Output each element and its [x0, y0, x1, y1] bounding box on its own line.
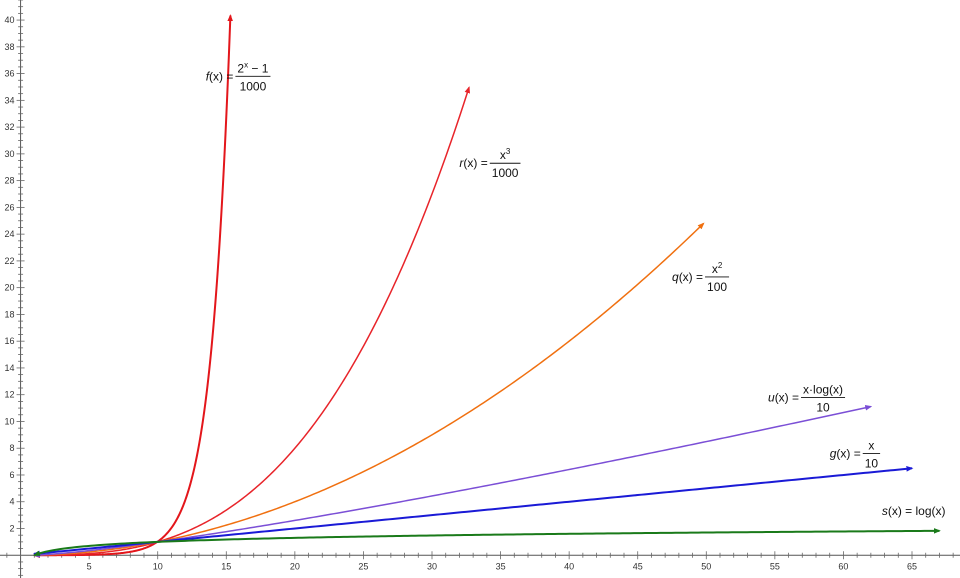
x-tick-label: 15 — [221, 561, 231, 571]
x-tick-label: 40 — [564, 561, 574, 571]
label-numerator: x2 — [712, 261, 723, 276]
label-numerator: 2x − 1 — [237, 60, 268, 75]
label-lhs: f(x) = — [206, 69, 234, 83]
label-s: s(x) = log(x) — [882, 504, 946, 518]
x-tick-label: 5 — [87, 561, 92, 571]
y-tick-label: 30 — [5, 149, 15, 159]
x-tick-label: 65 — [907, 561, 917, 571]
y-tick-label: 38 — [5, 42, 15, 52]
y-tick-label: 12 — [5, 390, 15, 400]
label-denominator: 1000 — [492, 166, 519, 180]
y-tick-label: 8 — [10, 443, 15, 453]
label-g: g(x) = x 10 — [830, 439, 881, 471]
label-numerator: x·log(x) — [803, 382, 843, 396]
label-lhs: q(x) = — [672, 270, 703, 284]
y-tick-label: 26 — [5, 202, 15, 212]
label-f: f(x) = 2x − 1 1000 — [206, 60, 271, 93]
label-lhs: u(x) = — [768, 390, 799, 404]
curve-f — [32, 14, 233, 559]
y-tick-label: 18 — [5, 309, 15, 319]
y-tick-label: 28 — [5, 176, 15, 186]
label-q: q(x) = x2 100 — [672, 261, 730, 294]
label-lhs: s(x) = log(x) — [882, 504, 946, 518]
label-denominator: 10 — [865, 457, 879, 471]
x-tick-label: 25 — [358, 561, 368, 571]
y-tick-label: 14 — [5, 363, 15, 373]
x-tick-labels: 5 10 15 20 25 30 35 40 45 50 55 60 65 — [87, 561, 917, 571]
y-tick-label: 6 — [10, 470, 15, 480]
curve-r — [32, 86, 470, 559]
label-numerator: x3 — [500, 147, 511, 162]
y-tick-label: 36 — [5, 69, 15, 79]
label-denominator: 10 — [816, 400, 830, 414]
x-tick-label: 10 — [153, 561, 163, 571]
y-tick-label: 2 — [10, 523, 15, 533]
curve-s — [32, 528, 941, 557]
label-numerator: x — [868, 439, 874, 453]
label-lhs: g(x) = — [830, 447, 861, 461]
label-r: r(x) = x3 1000 — [459, 147, 521, 180]
x-tick-label: 45 — [633, 561, 643, 571]
minor-ticks — [6, 0, 954, 576]
x-tick-label: 20 — [290, 561, 300, 571]
y-tick-label: 22 — [5, 256, 15, 266]
function-curves — [32, 14, 941, 559]
y-tick-label: 34 — [5, 95, 15, 105]
y-tick-label: 20 — [5, 283, 15, 293]
label-denominator: 100 — [707, 280, 727, 294]
x-tick-label: 50 — [701, 561, 711, 571]
y-tick-label: 4 — [10, 497, 15, 507]
y-tick-label: 24 — [5, 229, 15, 239]
curve-q — [32, 222, 705, 558]
x-tick-label: 55 — [770, 561, 780, 571]
y-tick-label: 10 — [5, 416, 15, 426]
function-labels: f(x) = 2x − 1 1000 r(x) = x3 1000 q(x) = x2 1… — [206, 60, 946, 518]
label-u: u(x) = x·log(x) 10 — [768, 382, 846, 414]
y-tick-label: 16 — [5, 336, 15, 346]
x-tick-label: 35 — [496, 561, 506, 571]
x-tick-label: 30 — [427, 561, 437, 571]
x-tick-label: 60 — [838, 561, 848, 571]
label-denominator: 1000 — [240, 79, 267, 93]
y-tick-label: 32 — [5, 122, 15, 132]
y-tick-label: 40 — [5, 15, 15, 25]
label-lhs: r(x) = — [459, 156, 487, 170]
